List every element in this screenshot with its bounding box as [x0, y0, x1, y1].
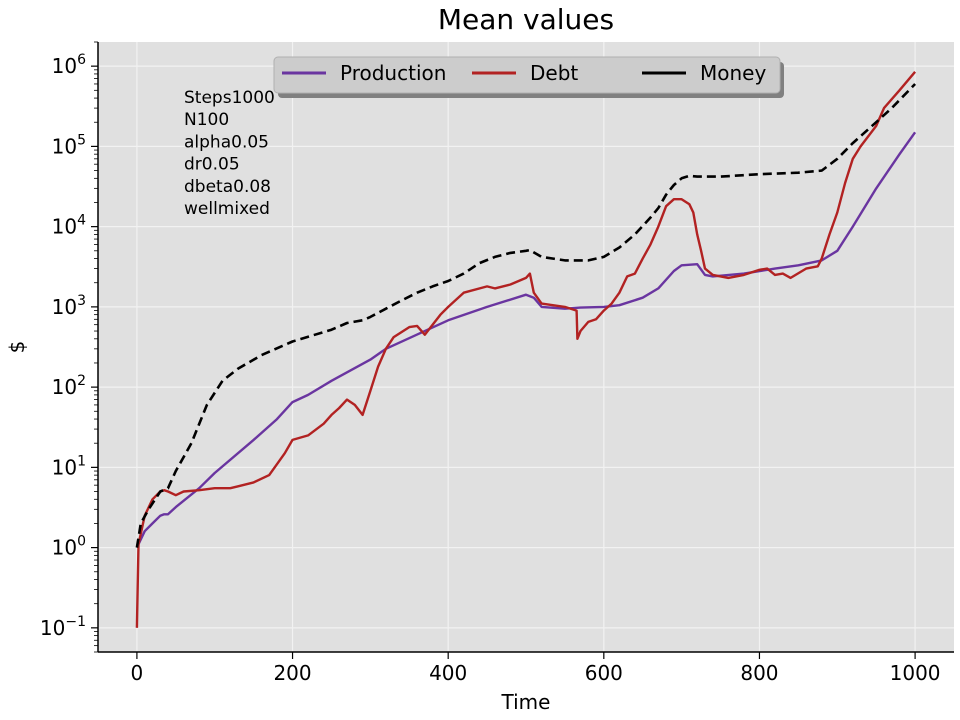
x-tick-label: 400	[429, 661, 467, 685]
y-tick-label: 101	[52, 453, 86, 479]
annotation-line: dr0.05	[184, 155, 240, 175]
series-lines	[135, 71, 917, 628]
series-line-production	[135, 131, 917, 549]
y-tick-label: 103	[52, 293, 86, 319]
legend-label-money: Money	[700, 61, 766, 85]
y-tick-label: 104	[52, 213, 86, 239]
x-tick-label: 0	[131, 661, 144, 685]
annotation-line: wellmixed	[184, 199, 270, 219]
legend-label-production: Production	[340, 61, 446, 85]
x-tick-label: 600	[585, 661, 623, 685]
x-axis-label: Time	[501, 690, 551, 714]
y-ticks: 10−1 100 101 102 103 104 105 106	[40, 41, 98, 653]
x-tick-label: 800	[740, 661, 778, 685]
legend-label-debt: Debt	[530, 61, 578, 85]
y-tick-label: 10−1	[40, 614, 86, 640]
y-tick-label: 100	[52, 534, 86, 560]
legend-box	[273, 56, 781, 94]
y-tick-label: 102	[52, 373, 86, 399]
y-tick-label: 106	[52, 52, 86, 78]
series-line-money	[135, 83, 917, 548]
annotation-line: dbeta0.08	[184, 177, 271, 197]
plot-background	[98, 42, 954, 652]
y-tick-label: 105	[52, 132, 86, 158]
legend: Production Debt Money	[273, 56, 784, 98]
x-ticks: 0 200 400 600 800 1000	[131, 652, 941, 685]
series-line-debt	[135, 71, 917, 628]
axes	[97, 42, 954, 653]
annotation-line: alpha0.05	[184, 132, 269, 152]
annotation-line: Steps1000	[184, 88, 275, 108]
y-axis-label: $	[5, 341, 29, 354]
chart-title: Mean values	[438, 3, 614, 36]
x-tick-label: 200	[273, 661, 311, 685]
annotation-line: N100	[184, 110, 229, 130]
x-tick-label: 1000	[890, 661, 941, 685]
